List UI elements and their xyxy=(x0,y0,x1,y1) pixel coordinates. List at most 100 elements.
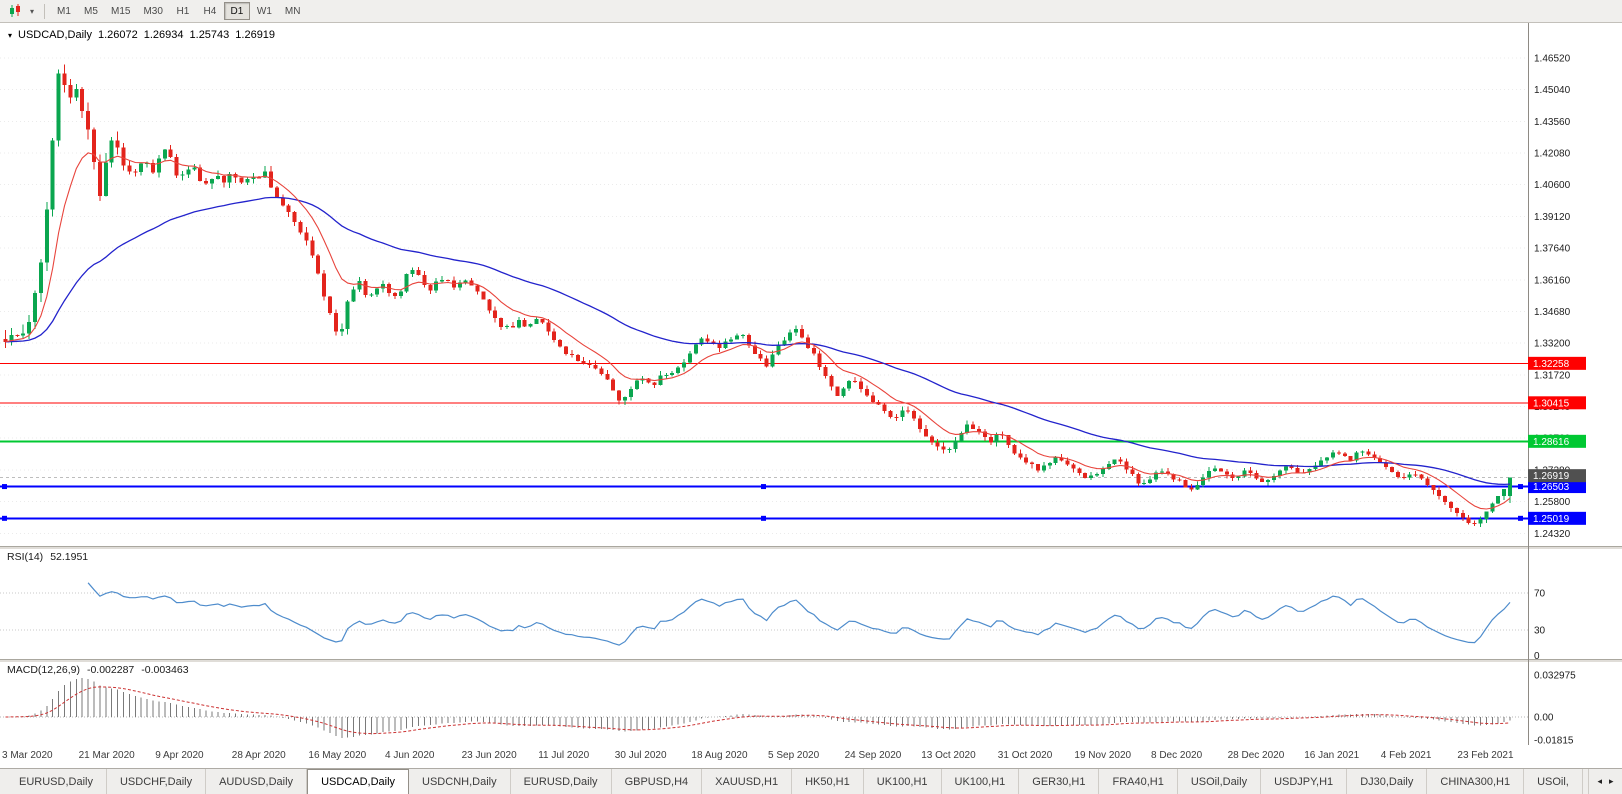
tab-scroll-left-icon[interactable]: ◂ xyxy=(1597,776,1602,786)
timeframe-button-m30[interactable]: M30 xyxy=(137,2,168,20)
time-axis-label: 4 Feb 2021 xyxy=(1381,750,1432,761)
tab-scroll-right-icon[interactable]: ▸ xyxy=(1609,776,1614,786)
chart-tab-dj30-daily[interactable]: DJ30,Daily xyxy=(1347,769,1428,794)
time-axis-label: 28 Dec 2020 xyxy=(1228,750,1285,761)
candlestick-series xyxy=(3,64,1512,528)
ma-slow-line xyxy=(5,196,1511,486)
rsi-line xyxy=(87,582,1511,646)
time-axis-label: 3 Mar 2020 xyxy=(2,750,53,761)
time-axis-label: 8 Dec 2020 xyxy=(1151,750,1203,761)
tab-scroll-arrows: ◂ ▸ xyxy=(1588,769,1622,794)
timeframe-button-d1[interactable]: D1 xyxy=(223,2,250,20)
chart-tab-usdcnh-daily[interactable]: USDCNH,Daily xyxy=(409,769,511,794)
price-axis-tick: 1.42080 xyxy=(1534,149,1571,160)
price-axis[interactable]: 1.46520 1.45040 1.43560 1.42080 1.40600 1.391… xyxy=(1528,23,1577,746)
rsi-axis-tick: 70 xyxy=(1534,589,1546,600)
level-lines-group xyxy=(0,362,1528,521)
rsi-axis-tick: 30 xyxy=(1534,626,1546,637)
time-axis-label: 18 Aug 2020 xyxy=(691,750,748,761)
level-line-handle[interactable] xyxy=(761,515,766,521)
panel-splitter-splitter-rsi[interactable] xyxy=(0,546,1622,549)
chart-tab-usoil-[interactable]: USOil, xyxy=(1524,769,1583,794)
price-badge-1.30415-text: 1.30415 xyxy=(1533,398,1570,409)
timeframe-buttons-group: M1 M5 M15 M30 H1 H4 D1 W1 MN xyxy=(51,2,306,20)
price-grid xyxy=(0,57,1528,534)
time-axis-label: 16 Jan 2021 xyxy=(1304,750,1359,761)
chart-tabs-group: EURUSD,Daily USDCHF,Daily AUDUSD,Daily USDC… xyxy=(6,769,1583,794)
timeframe-button-mn[interactable]: MN xyxy=(279,2,307,20)
price-badge-1.25019 xyxy=(1528,511,1586,525)
level-line-handle[interactable] xyxy=(1518,515,1523,521)
ma-fast-line xyxy=(5,152,1511,510)
chart-tab-fra40-h1[interactable]: FRA40,H1 xyxy=(1099,769,1178,794)
time-axis-label: 31 Oct 2020 xyxy=(998,750,1053,761)
timeframe-button-m1[interactable]: M1 xyxy=(51,2,77,20)
level-line-handle[interactable] xyxy=(1518,484,1523,490)
chart-tab-audusd-daily[interactable]: AUDUSD,Daily xyxy=(206,769,308,794)
chart-tab-uk100-h1[interactable]: UK100,H1 xyxy=(864,769,942,794)
chart-type-dropdown-icon[interactable]: ▾ xyxy=(29,6,34,16)
time-axis-label: 11 Jul 2020 xyxy=(538,750,589,761)
chart-tab-eurusd-daily[interactable]: EURUSD,Daily xyxy=(6,769,107,794)
timeframe-button-w1[interactable]: W1 xyxy=(251,2,278,20)
price-badge-1.28616-text: 1.28616 xyxy=(1533,437,1570,448)
price-axis-tick: 1.31720 xyxy=(1534,370,1571,381)
chart-tab-usoil-daily[interactable]: USOil,Daily xyxy=(1178,769,1262,794)
price-axis-tick: 1.45040 xyxy=(1534,85,1571,96)
price-axis-tick: 1.43560 xyxy=(1534,117,1571,128)
chart-tab-usdcad-daily[interactable]: USDCAD,Daily xyxy=(307,769,410,794)
time-axis-label: 23 Jun 2020 xyxy=(462,750,517,761)
chart-canvas[interactable]: 1.46520 1.45040 1.43560 1.42080 1.40600 1.391… xyxy=(0,23,1622,768)
price-badge-1.32258-text: 1.32258 xyxy=(1533,359,1570,370)
timeframe-button-h4[interactable]: H4 xyxy=(197,2,223,20)
panel-splitter-splitter-macd[interactable] xyxy=(0,659,1622,662)
chart-tab-uk100-h1[interactable]: UK100,H1 xyxy=(942,769,1020,794)
price-badge-1.30415 xyxy=(1528,396,1586,410)
chart-tab-xauusd-h1[interactable]: XAUUSD,H1 xyxy=(702,769,793,794)
current-price-badge xyxy=(1528,469,1586,483)
macd-axis-tick: -0.01815 xyxy=(1534,735,1574,746)
time-axis-label: 30 Jul 2020 xyxy=(615,750,667,761)
price-axis-tick: 1.33200 xyxy=(1534,339,1571,350)
chart-tab-ger30-h1[interactable]: GER30,H1 xyxy=(1019,769,1100,794)
time-axis-label: 4 Jun 2020 xyxy=(385,750,435,761)
time-axis-label: 9 Apr 2020 xyxy=(155,750,204,761)
chart-tab-usdchf-daily[interactable]: USDCHF,Daily xyxy=(107,769,207,794)
time-axis[interactable]: 3 Mar 2020 21 Mar 2020 9 Apr 2020 28 Apr 20… xyxy=(2,750,1514,761)
chart-type-icon[interactable] xyxy=(5,2,25,20)
level-line-handle[interactable] xyxy=(2,484,7,490)
price-badge-1.32258 xyxy=(1528,356,1586,370)
price-axis-tick: 1.24320 xyxy=(1534,529,1571,540)
time-axis-label: 16 May 2020 xyxy=(308,750,366,761)
chart-tab-china300-h1[interactable]: CHINA300,H1 xyxy=(1427,769,1525,794)
time-axis-label: 23 Feb 2021 xyxy=(1457,750,1514,761)
chart-tab-usdjpy-h1[interactable]: USDJPY,H1 xyxy=(1261,769,1348,794)
rsi-axis-tick: 0 xyxy=(1534,651,1540,662)
timeframe-toolbar: ▾ M1 M5 M15 M30 H1 H4 D1 W1 MN xyxy=(0,0,1622,23)
macd-axis-tick: 0.00 xyxy=(1534,713,1554,724)
price-axis-tick: 1.39120 xyxy=(1534,212,1571,223)
chart-tab-gbpusd-h4[interactable]: GBPUSD,H4 xyxy=(612,769,703,794)
timeframe-button-m15[interactable]: M15 xyxy=(105,2,136,20)
price-axis-tick: 1.46520 xyxy=(1534,54,1571,65)
price-axis-tick: 1.37640 xyxy=(1534,244,1571,255)
macd-histogram xyxy=(10,678,1511,738)
price-badge-1.26503-text: 1.26503 xyxy=(1533,482,1570,493)
time-axis-label: 28 Apr 2020 xyxy=(232,750,286,761)
chart-type-icon-glyph xyxy=(10,4,20,17)
timeframe-button-h1[interactable]: H1 xyxy=(170,2,196,20)
macd-signal-line xyxy=(5,686,1511,735)
chart-window: 1.46520 1.45040 1.43560 1.42080 1.40600 1.391… xyxy=(0,23,1622,768)
timeframe-button-m5[interactable]: M5 xyxy=(78,2,104,20)
time-axis-label: 19 Nov 2020 xyxy=(1074,750,1131,761)
level-line-handle[interactable] xyxy=(2,515,7,521)
chart-tab-hk50-h1[interactable]: HK50,H1 xyxy=(792,769,864,794)
price-axis-tick: 1.25800 xyxy=(1534,497,1571,508)
level-line-handle[interactable] xyxy=(761,484,766,490)
time-axis-label: 5 Sep 2020 xyxy=(768,750,820,761)
price-badge-1.26503 xyxy=(1528,480,1586,494)
time-axis-label: 21 Mar 2020 xyxy=(79,750,136,761)
chart-tab-eurusd-daily[interactable]: EURUSD,Daily xyxy=(511,769,612,794)
toolbar-separator xyxy=(44,3,45,19)
